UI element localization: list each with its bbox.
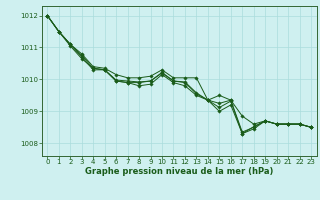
X-axis label: Graphe pression niveau de la mer (hPa): Graphe pression niveau de la mer (hPa) <box>85 167 273 176</box>
